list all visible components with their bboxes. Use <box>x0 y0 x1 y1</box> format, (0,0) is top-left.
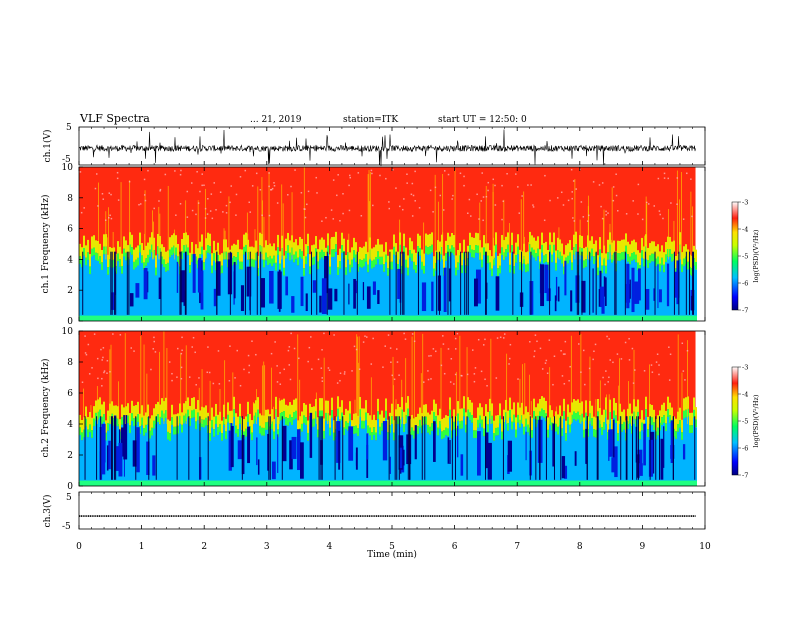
ch3-ytick-top: 5 <box>66 493 72 503</box>
colorbar-ch1: -3 -4 -5 -6 -7 log(PSD)(V²/Hz) <box>731 199 760 315</box>
ch1-spectrogram-panel: 10 8 6 4 2 0 ch.1 Frequency (kHz) <box>40 163 706 327</box>
x-tick-label: 4 <box>327 542 333 552</box>
x-tick-label: 5 <box>389 542 395 552</box>
spec2-ytick: 2 <box>67 451 73 461</box>
x-tick-label: 1 <box>139 542 145 552</box>
ch1-spectrogram-image <box>79 167 705 321</box>
ch1-waveform-ylabel: ch.1(V) <box>42 130 53 163</box>
spec1-ytick: 0 <box>67 317 73 327</box>
ch2-spectrogram-image <box>79 331 705 486</box>
x-axis: 0 1 2 3 4 5 6 7 8 9 10 <box>76 127 711 552</box>
ch3-ytick-bottom: -5 <box>62 522 71 532</box>
ch3-waveform-ylabel: ch.3(V) <box>42 495 53 528</box>
colorbar-gradient <box>731 366 739 476</box>
colorbar-label: log(PSD)(V²/Hz) <box>752 229 760 282</box>
ch1-ytick-bottom: -5 <box>62 155 71 165</box>
start-time-label: start UT = 12:50: 0 <box>438 115 527 125</box>
x-tick-label: 8 <box>577 542 583 552</box>
spec2-ytick: 6 <box>67 389 73 399</box>
colorbar-tick: -4 <box>742 226 748 234</box>
x-tick-label: 3 <box>264 542 270 552</box>
colorbar-tick: -4 <box>742 391 748 399</box>
colorbar-ch2: -3 -4 -5 -6 -7 log(PSD)(V²/Hz) <box>731 364 760 480</box>
date-label: ... 21, 2019 <box>250 115 302 125</box>
spec2-ytick: 10 <box>62 327 74 337</box>
spec2-ytick: 4 <box>67 420 73 430</box>
colorbar-tick: -5 <box>742 418 748 426</box>
colorbar-tick: -3 <box>742 364 748 372</box>
colorbar-tick: -7 <box>742 307 748 315</box>
colorbar-tick: -3 <box>742 199 748 207</box>
ch1-ytick-top: 5 <box>66 123 72 133</box>
x-tick-label: 10 <box>699 542 711 552</box>
colorbar-tick: -7 <box>742 472 748 480</box>
x-axis-label: Time (min) <box>367 549 417 560</box>
x-tick-label: 7 <box>514 542 520 552</box>
spec1-ytick: 8 <box>67 194 73 204</box>
colorbar-tick: -6 <box>742 445 748 453</box>
x-tick-label: 6 <box>452 542 458 552</box>
ch1-spectrogram-ylabel: ch.1 Frequency (kHz) <box>40 195 51 294</box>
spec2-ytick: 0 <box>67 482 73 492</box>
ch2-spectrogram-ylabel: ch.2 Frequency (kHz) <box>40 359 51 458</box>
ch3-waveform-frame <box>78 491 706 530</box>
station-label: station=ITK <box>343 115 398 125</box>
ch1-waveform-line <box>78 129 696 167</box>
figure-title: VLF Spectra <box>79 112 150 125</box>
spec1-ytick: 4 <box>67 255 73 265</box>
x-tick-label: 9 <box>640 542 646 552</box>
colorbar-tick: -5 <box>742 253 748 261</box>
x-tick-label: 2 <box>201 542 207 552</box>
spec1-ytick: 6 <box>67 225 73 235</box>
colorbar-tick: -6 <box>742 280 748 288</box>
colorbar-gradient <box>731 201 739 311</box>
colorbar-label: log(PSD)(V²/Hz) <box>752 394 760 447</box>
spec2-ytick: 8 <box>67 358 73 368</box>
x-tick-label: 0 <box>76 542 82 552</box>
spec1-ytick: 2 <box>67 286 73 296</box>
ch2-spectrogram-panel: 10 8 6 4 2 0 ch.2 Frequency (kHz) <box>40 327 706 492</box>
spec1-ytick: 10 <box>62 163 74 173</box>
